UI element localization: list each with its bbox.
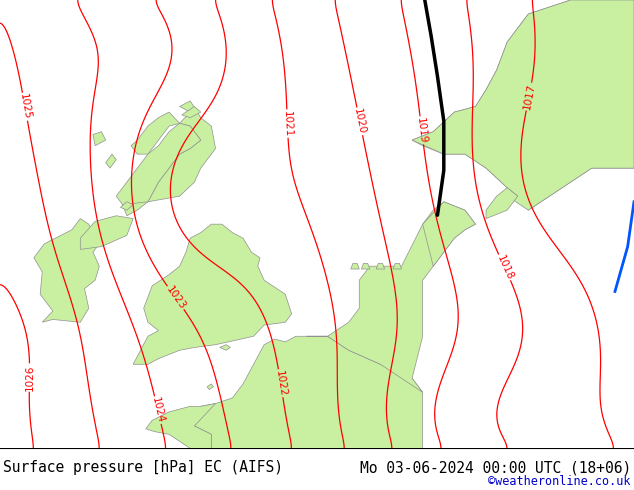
Polygon shape	[106, 154, 116, 168]
Polygon shape	[34, 219, 100, 322]
Text: Surface pressure [hPa] EC (AIFS): Surface pressure [hPa] EC (AIFS)	[3, 460, 283, 475]
Text: ©weatheronline.co.uk: ©weatheronline.co.uk	[488, 475, 631, 488]
Polygon shape	[486, 188, 518, 219]
Polygon shape	[376, 264, 385, 269]
Text: 1019: 1019	[415, 117, 429, 144]
Text: 1021: 1021	[282, 110, 293, 137]
Polygon shape	[131, 112, 179, 154]
Text: 1020: 1020	[353, 107, 367, 135]
Polygon shape	[122, 196, 148, 216]
Polygon shape	[116, 123, 201, 204]
Polygon shape	[93, 132, 106, 146]
Polygon shape	[133, 224, 292, 364]
Polygon shape	[306, 202, 476, 392]
Polygon shape	[148, 101, 216, 202]
Polygon shape	[412, 0, 634, 210]
Text: 1026: 1026	[24, 365, 35, 391]
Text: Mo 03-06-2024 00:00 UTC (18+06): Mo 03-06-2024 00:00 UTC (18+06)	[359, 460, 631, 475]
Polygon shape	[182, 106, 201, 118]
Polygon shape	[393, 264, 401, 269]
Polygon shape	[412, 0, 634, 210]
Text: 1023: 1023	[164, 284, 187, 312]
Polygon shape	[207, 384, 214, 390]
Text: 1017: 1017	[522, 83, 536, 111]
Polygon shape	[423, 202, 476, 266]
Text: 1024: 1024	[150, 396, 166, 424]
Polygon shape	[195, 336, 423, 448]
Polygon shape	[351, 264, 359, 269]
Text: 1018: 1018	[495, 253, 515, 282]
Text: 1025: 1025	[18, 93, 32, 121]
Polygon shape	[146, 403, 216, 448]
Polygon shape	[361, 264, 370, 269]
Text: 1022: 1022	[274, 369, 288, 397]
Polygon shape	[220, 344, 230, 350]
Polygon shape	[120, 202, 133, 210]
Polygon shape	[81, 216, 133, 249]
